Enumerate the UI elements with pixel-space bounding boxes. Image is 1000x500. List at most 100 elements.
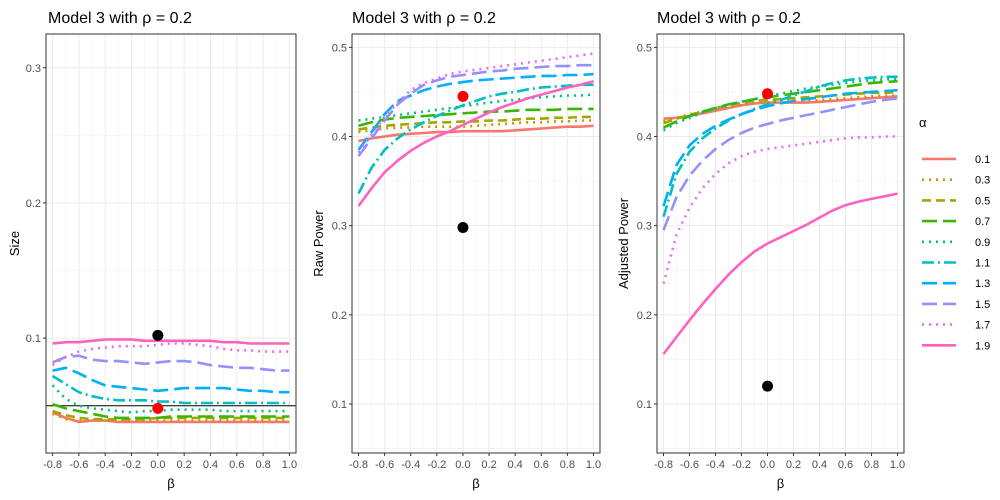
panel-3-border [656,33,905,454]
panel-2-point-1 [457,221,469,233]
panel-2-y-tick-label: 0.1 [332,399,347,411]
panel-1-x-tick-label: 0.0 [150,459,165,471]
panel-2-x-tick-label: 1.0 [586,459,601,471]
legend-label-0-7: 0.7 [975,216,990,228]
panel-3-x-tick-label: -0.6 [680,459,699,471]
panel-3-y-tick-label: 0.5 [637,42,652,54]
panel-2-x-tick-label: -0.2 [427,459,446,471]
panel-2-x-tick-label: 0.0 [455,459,470,471]
panel-1-x-tick-label: -0.8 [43,459,62,471]
panel-1-x-tick-label: 0.4 [203,459,218,471]
panel-2-x-tick-label: 0.6 [534,459,549,471]
panel-2-series-line-1-3 [357,72,594,151]
panel-2-y-tick-label: 0.2 [332,310,347,322]
panel-2-series-line-0-7 [358,107,594,128]
panel-3-point-2 [762,88,773,100]
panel-3-y-axis-label: Adjusted Power [616,197,631,289]
panel-3-x-tick-label: -0.2 [732,459,751,471]
panel-3-x-tick-label: 0.2 [786,459,801,471]
panel-2-series-line-1-7 [357,52,594,154]
panel-2-x-tick-label: -0.4 [401,459,420,471]
panel-1-series-line-1-1 [51,374,290,405]
legend-label-0-9: 0.9 [975,237,990,249]
panel-1-border [45,33,297,454]
panel-3-series-line-1-1 [662,75,898,218]
panel-1-series-line-1-9 [52,338,290,345]
panel-2-x-tick-label: -0.6 [375,459,394,471]
panel-3-x-tick-label: -0.4 [706,459,725,471]
panel-2-series-line-1-1 [357,83,594,195]
panel-1-series-line-0-3 [52,412,290,422]
panel-1-x-tick-label: 0.8 [255,459,270,471]
panel-1-series-line-1-3 [52,366,290,394]
panel-3-y-tick-label: 0.1 [637,399,652,411]
panel-2-point-2 [457,90,469,102]
panel-3-y-tick-label: 0.4 [637,132,652,144]
panel-2-y-tick-label: 0.5 [332,42,347,54]
panel-1-x-tick-label: -0.6 [69,459,88,471]
legend-label-0-5: 0.5 [975,195,990,207]
panel-2-series-line-0-5 [358,115,594,131]
panel-3-x-axis-label: β [777,476,784,491]
panel-2-x-axis-label: β [472,476,479,491]
panel-2-series-line-1-9 [357,79,594,207]
legend-label-1-3: 1.3 [975,278,990,290]
panel-2-series-line-0-9 [358,93,594,122]
panel-1-x-tick-label: -0.2 [122,459,141,471]
panel-3-x-tick-label: 0.4 [812,459,827,471]
panel-3-series-line-0-9 [662,77,898,132]
panel-3-x-tick-label: -0.8 [654,459,673,471]
panel-2-border [351,33,601,454]
legend-label-1-7: 1.7 [975,320,990,332]
panel-2-series-line-0-1 [358,124,594,143]
panel-3-series-line-1-3 [662,88,898,207]
legend-label-1-9: 1.9 [975,340,990,352]
panel-1-y-tick-label: 0.3 [26,63,41,75]
panel-3-y-tick-label: 0.2 [637,310,652,322]
panel-3-x-tick-label: 0.8 [864,459,879,471]
panel-3-title: Model 3 with ρ = 0.2 [657,10,801,27]
legend-label-0-3: 0.3 [975,175,990,187]
panel-1-series-line-0-5 [52,409,290,421]
panel-2-series-line-1-5 [357,63,594,157]
panel-1-x-tick-label: 0.2 [177,459,192,471]
panel-2-x-tick-label: 0.2 [481,459,496,471]
panel-2-x-tick-label: 0.4 [508,459,523,471]
panel-2-y-tick-label: 0.3 [332,221,347,233]
panel-1-series-line-0-9 [51,384,290,414]
panel-1-point-2 [152,402,164,414]
panel-2-title: Model 3 with ρ = 0.2 [352,10,496,27]
panel-2-y-tick-label: 0.4 [332,132,347,144]
panel-1-x-tick-label: -0.4 [96,459,115,471]
panel-1-y-tick-label: 0.1 [26,333,41,345]
panel-3-series-line-1-5 [662,96,898,231]
panel-1-x-tick-label: 1.0 [282,459,297,471]
panel-3-series-line-1-9 [662,192,898,355]
panel-1-x-axis-label: β [167,476,174,491]
panel-2-series-line-0-3 [358,119,594,134]
panel-1-series-line-1-5 [52,354,290,372]
panel-1-series-line-0-7 [52,403,290,420]
panel-1-y-tick-label: 0.2 [26,198,41,210]
panel-3-series-line-1-7 [662,135,898,284]
panel-2-y-axis-label: Raw Power [311,210,326,277]
panel-3-x-tick-label: 0.0 [760,459,775,471]
legend-label-1-1: 1.1 [975,258,990,270]
panel-3-x-tick-label: 0.6 [838,459,853,471]
panel-3-y-tick-label: 0.3 [637,221,652,233]
panel-3-series-line-0-3 [663,94,898,123]
panel-1-y-axis-label: Size [7,231,22,256]
legend-label-1-5: 1.5 [975,299,990,311]
panel-3-point-1 [762,380,773,392]
panel-2-x-tick-label: 0.8 [560,459,575,471]
legend-title: α [919,115,927,130]
panel-1-series-line-1-7 [51,342,290,367]
panel-1-title: Model 3 with ρ = 0.2 [48,10,192,27]
panel-1-x-tick-label: 0.6 [229,459,244,471]
panel-3-x-tick-label: 1.0 [890,459,905,471]
panel-2-x-tick-label: -0.8 [349,459,368,471]
legend-label-0-1: 0.1 [975,154,990,166]
panel-1-point-1 [152,329,164,341]
